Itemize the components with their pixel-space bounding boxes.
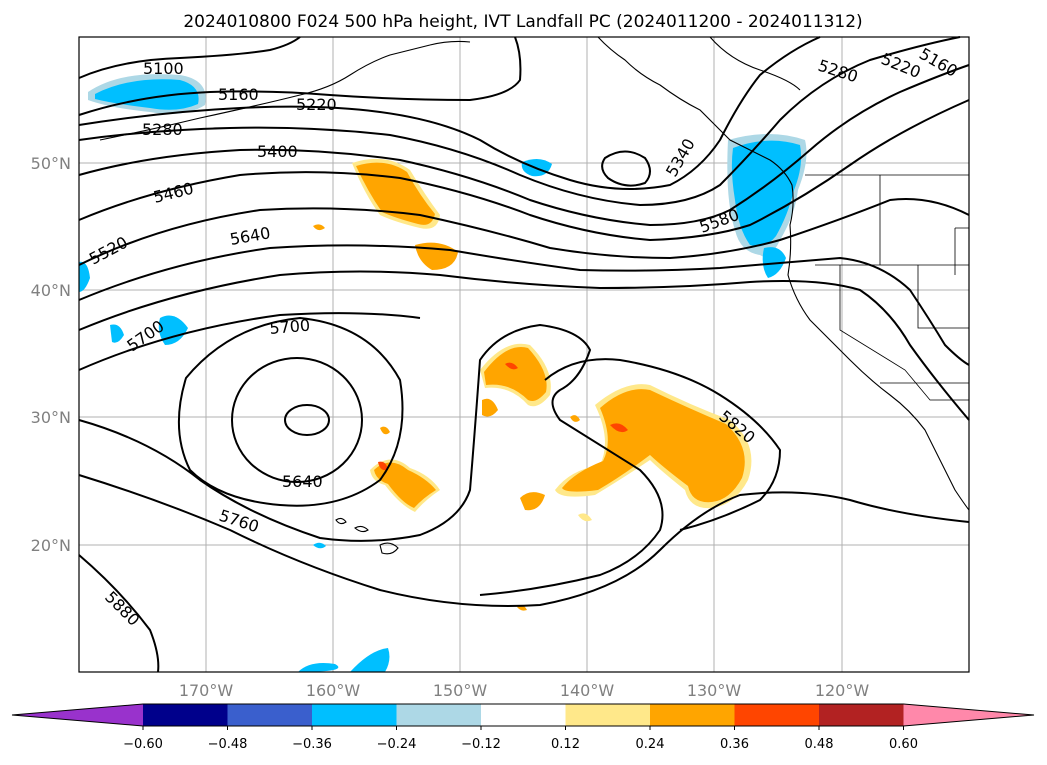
lon-label: 130°W (687, 681, 742, 700)
colorbar-tick-label: 0.60 (889, 737, 918, 752)
colorbar-tick-label: −0.36 (292, 737, 332, 752)
colorbar-swatch (227, 704, 313, 726)
colorbar-tick-label: −0.48 (208, 737, 248, 752)
map-frame (78, 36, 970, 673)
colorbar-swatch (143, 704, 228, 726)
colorbar-swatch (481, 704, 566, 726)
colorbar-extend-low (12, 704, 143, 726)
contour-label: 5100 (143, 59, 184, 78)
contour-label: 5700 (269, 316, 311, 338)
colorbar-swatch (734, 704, 820, 726)
lon-label: 170°W (179, 681, 234, 700)
figure-title: 2024010800 F024 500 hPa height, IVT Land… (183, 12, 862, 32)
colorbar-tick-label: 0.12 (551, 737, 580, 752)
lon-label: 150°W (433, 681, 488, 700)
colorbar-swatch (312, 704, 397, 726)
contour-label: 5400 (257, 142, 298, 161)
contour-label: 5160 (218, 85, 259, 104)
lon-label: 160°W (306, 681, 361, 700)
lat-label: 20°N (31, 536, 71, 555)
latitude-labels: 50°N 40°N 30°N 20°N (31, 154, 71, 555)
colorbar-tick-label: 0.48 (805, 737, 834, 752)
colorbar-tick-label: 0.24 (636, 737, 665, 752)
colorbar-swatch (819, 704, 904, 726)
lon-label: 140°W (560, 681, 615, 700)
colorbar-tick-label: −0.12 (461, 737, 501, 752)
lat-label: 30°N (31, 408, 71, 427)
lat-label: 40°N (31, 281, 71, 300)
graticule (79, 37, 969, 672)
colorbar: −0.60 −0.48 −0.36 −0.24 −0.12 0.12 0.24 0.36 0.4… (11, 703, 1035, 752)
lat-label: 50°N (31, 154, 71, 173)
colorbar-swatch (565, 704, 651, 726)
lon-label: 120°W (815, 681, 870, 700)
colorbar-tick-label: −0.24 (377, 737, 417, 752)
contour-label: 5220 (296, 95, 337, 114)
colorbar-tick-label: 0.36 (720, 737, 749, 752)
borders (805, 174, 969, 401)
colorbar-extend-high (903, 704, 1034, 726)
colorbar-swatch (396, 704, 482, 726)
colorbar-tick-label: −0.60 (123, 737, 163, 752)
contour-label: 5640 (282, 472, 323, 491)
contour-label: 5280 (142, 120, 183, 139)
colorbar-swatch (650, 704, 735, 726)
height-contours (78, 36, 970, 673)
longitude-labels: 170°W 160°W 150°W 140°W 130°W 120°W (179, 681, 870, 700)
